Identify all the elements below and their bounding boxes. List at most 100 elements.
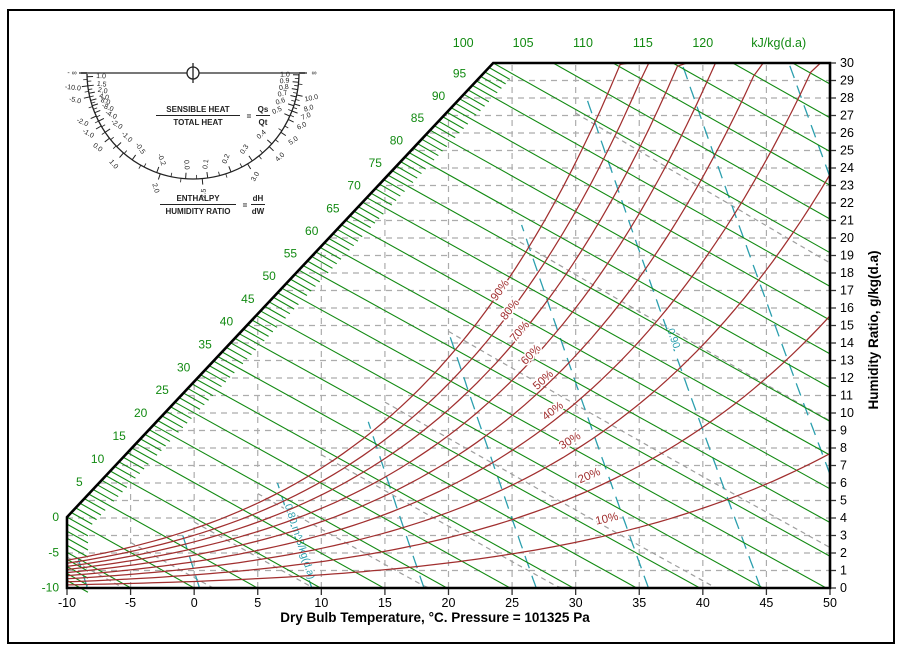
protractor-inner-scale-label: -2.0 — [109, 119, 123, 132]
protractor-outer-scale-label: 1.0 — [107, 159, 119, 171]
protractor-inner-scale-label: 0.8 — [279, 84, 290, 92]
y-tick-label: 10 — [840, 406, 854, 420]
equals-sign: = — [243, 201, 248, 210]
enthalpy-axis-label: 90 — [432, 89, 446, 103]
y-tick-label: 30 — [840, 56, 854, 70]
protractor-inner-scale-label: 0.9 — [279, 78, 289, 86]
protractor-outer-scale-label: -2.0 — [75, 117, 89, 128]
protractor-inner-scale-label: 2.0 — [97, 87, 108, 96]
enthalpy-axis-label: 20 — [134, 406, 148, 420]
x-axis-title: Dry Bulb Temperature, °C. Pressure = 101… — [280, 610, 590, 625]
protractor-inner-scale-label: 1.0 — [280, 72, 290, 79]
y-tick-label: 9 — [840, 424, 847, 438]
x-tick-label: 40 — [696, 596, 710, 610]
y-tick-label: 28 — [840, 91, 854, 105]
enthalpy-top-label: 110 — [573, 36, 593, 50]
y-tick-label: 21 — [840, 214, 854, 228]
rh-curve-label: 60% — [519, 343, 544, 368]
dh-numerator: dH — [253, 194, 264, 203]
enthalpy-numerator: ENTHALPY — [176, 194, 220, 203]
dw-denominator: dW — [252, 207, 265, 216]
enthalpy-axis-ticks — [66, 66, 511, 593]
y-axis-title: Humidity Ratio, g/kg(d.a) — [866, 250, 881, 409]
enthalpy-axis-label: 75 — [369, 156, 383, 170]
enthalpy-axis-label: 55 — [284, 247, 298, 261]
protractor-outer-scale-label: 7.0 — [300, 112, 312, 122]
y-tick-label: 0 — [840, 581, 847, 595]
x-tick-label: -5 — [125, 596, 136, 610]
y-tick-label: 26 — [840, 126, 854, 140]
x-tick-label: 10 — [314, 596, 328, 610]
enthalpy-axis-label: 30 — [177, 360, 191, 374]
x-tick-label: 30 — [569, 596, 583, 610]
axis-ticks-and-labels: -10 -5 0 5 10 15 20 25 30 35 40 45 50012345678910111… — [58, 56, 854, 610]
x-tick-label: 45 — [759, 596, 773, 610]
enthalpy-unit-label: kJ/kg(d.a) — [751, 36, 806, 50]
y-tick-label: 13 — [840, 354, 854, 368]
y-tick-label: 16 — [840, 301, 854, 315]
enthalpy-axis-label: 70 — [347, 179, 361, 193]
protractor-outer-scale-label: 3.0 — [250, 171, 261, 183]
protractor-inner-scale-label: 0.4 — [256, 129, 268, 141]
rh-curve-label: 40% — [540, 400, 566, 423]
y-tick-label: 27 — [840, 109, 854, 123]
protractor-outer-scale-label: -1.0 — [81, 128, 95, 140]
y-tick-label: 22 — [840, 196, 854, 210]
y-tick-label: 11 — [840, 389, 853, 403]
enthalpy-axis-label: 95 — [453, 66, 467, 80]
x-tick-label: 25 — [505, 596, 519, 610]
protractor-inner-scale-label: 0.7 — [277, 90, 288, 99]
equals-sign: = — [247, 112, 252, 121]
protractor-inner-scale-label: 0.1 — [202, 159, 210, 170]
protractor-outer-scale-label: 2.0 — [150, 183, 160, 195]
enthalpy-top-label: 115 — [633, 36, 653, 50]
protractor-outer-scale-label: 2.5 — [200, 188, 208, 198]
x-tick-label: 35 — [632, 596, 646, 610]
enthalpy-axis-label: 85 — [411, 111, 425, 125]
protractor-inner-scale-label: 0.6 — [275, 97, 287, 107]
protractor-outer-scale-label: 4.0 — [274, 151, 286, 163]
protractor-outer-scale-label: - ∞ — [67, 70, 76, 77]
y-tick-label: 1 — [840, 564, 847, 578]
enthalpy-top-label: 100 — [453, 36, 474, 50]
enthalpy-axis-label: 25 — [155, 383, 169, 397]
y-tick-label: 4 — [840, 511, 847, 525]
grid-lines — [67, 63, 830, 588]
y-tick-label: 18 — [840, 266, 854, 280]
enthalpy-axis-labels: 5 10 15 20 25 30 35 40 45 50 55 60 65 70 75 80 85 90 95 0 -5… — [42, 36, 807, 595]
rh-curve-label: 50% — [531, 368, 556, 392]
protractor-outer-scale-label: 0.0 — [91, 142, 103, 154]
protractor-outer-scale-label: 5.0 — [288, 135, 300, 146]
x-tick-label: 15 — [378, 596, 392, 610]
y-tick-label: 19 — [840, 249, 854, 263]
y-tick-label: 2 — [840, 546, 847, 560]
protractor-inner-scale-label: -0.2 — [156, 153, 167, 167]
protractor-inner-scale-label: -0.5 — [133, 142, 146, 156]
protractor: ∞10.08.07.06.05.04.03.02.52.01.00.0-1.0-… — [64, 63, 319, 199]
y-tick-label: 5 — [840, 494, 847, 508]
protractor-outer-scale-label: -10.0 — [64, 84, 81, 93]
y-tick-label: 7 — [840, 459, 847, 473]
y-tick-label: 8 — [840, 441, 847, 455]
x-tick-label: 20 — [442, 596, 456, 610]
protractor-inner-scale-label: -4.0 — [104, 109, 118, 121]
protractor-ratio-text-enthalpy: ENTHALPY HUMIDITY RATIO = dH dW — [160, 194, 265, 216]
enthalpy-top-label: 105 — [513, 36, 534, 50]
qt-denominator: Qt — [259, 118, 268, 127]
enthalpy-axis-label: 35 — [198, 337, 212, 351]
humidity-ratio-denominator: HUMIDITY RATIO — [165, 207, 230, 216]
enthalpy-axis-label: 10 — [91, 452, 105, 466]
y-tick-label: 20 — [840, 231, 854, 245]
rh-curve-label: 10% — [594, 511, 619, 528]
y-tick-label: 29 — [840, 74, 854, 88]
protractor-outer-scale-label: 6.0 — [296, 121, 308, 132]
relative-humidity-curves — [67, 63, 830, 586]
protractor-inner-scale-label: 1.0 — [96, 73, 106, 80]
y-tick-label: 15 — [840, 319, 854, 333]
y-tick-label: 14 — [840, 336, 854, 350]
protractor-inner-scale-label: 0.5 — [271, 106, 283, 116]
y-tick-label: 3 — [840, 529, 847, 543]
enthalpy-axis-label: 15 — [112, 429, 126, 443]
